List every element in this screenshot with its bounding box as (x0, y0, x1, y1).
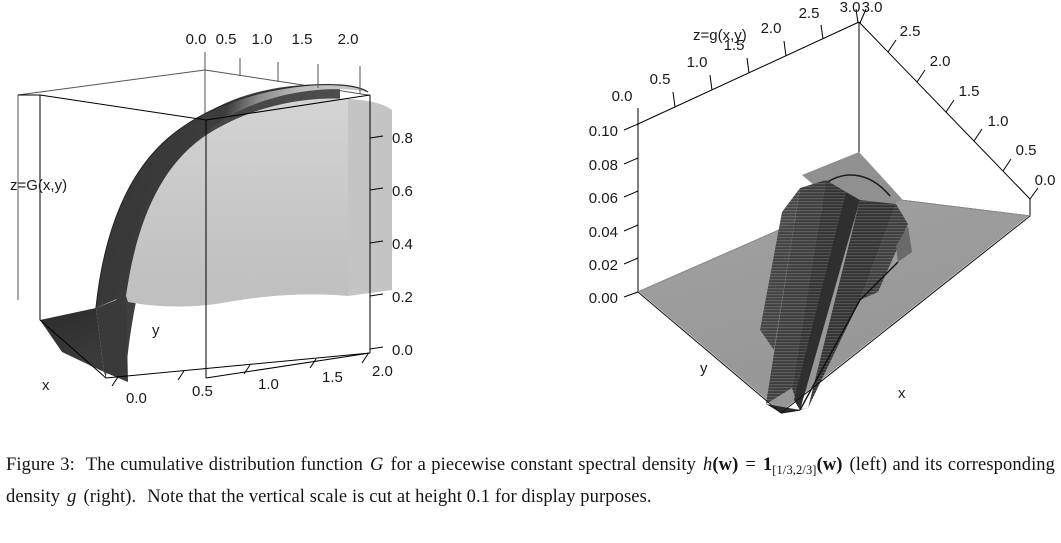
left-plot-svg: 0.0 0.5 1.0 1.5 2.0 0.8 0.6 0.4 0.2 0.0 (10, 31, 413, 407)
left-x-tick-4: 2.0 (372, 363, 393, 380)
right-x-tick-2: 1.0 (988, 113, 1009, 130)
right-x-axis-title: x (898, 385, 906, 402)
right-y-axis-title: y (700, 360, 708, 377)
right-y-tick-3: 1.5 (724, 37, 745, 54)
left-y-axis: 0.0 0.5 1.0 1.5 2.0 (186, 31, 361, 94)
caption-indicator-subscript: [1/3,2/3] (772, 462, 817, 477)
right-z-axis-title: z=g(x,y) (693, 27, 747, 44)
left-y-tick-4: 2.0 (338, 31, 359, 48)
caption-sentence-3: (left) and its corresponding density (6, 455, 1056, 507)
right-y-tick-5: 2.5 (799, 5, 820, 22)
right-x-tick-1: 0.5 (1016, 142, 1037, 159)
right-x-tick-6: 3.0 (862, 0, 883, 16)
left-z-axis: 0.8 0.6 0.4 0.2 0.0 (369, 130, 413, 359)
caption-symbol-G: G (370, 455, 384, 475)
right-x-tick-3: 1.5 (959, 83, 980, 100)
right-x-tick-4: 2.0 (930, 53, 951, 70)
caption-sentence-1: The cumulative distribution function (85, 455, 363, 475)
caption-figure-label: Figure 3: (6, 455, 75, 475)
left-x-tick-3: 1.5 (322, 369, 343, 386)
left-z-tick-3: 0.6 (392, 183, 413, 200)
right-z-tick-5: 0.10 (589, 123, 618, 140)
left-y-tick-1: 0.5 (216, 31, 237, 48)
left-y-tick-3: 1.5 (292, 31, 313, 48)
left-z-tick-1: 0.2 (392, 289, 413, 306)
right-x-tick-0: 0.0 (1035, 172, 1056, 189)
right-y-tick-4: 2.0 (761, 20, 782, 37)
plot-left-cdf: 0.0 0.5 1.0 1.5 2.0 0.8 0.6 0.4 0.2 0.0 (0, 0, 560, 440)
right-z-tick-0: 0.00 (589, 290, 618, 307)
caption-symbol-g: g (67, 486, 77, 507)
left-x-axis: 0.0 0.5 1.0 1.5 2.0 (111, 353, 393, 407)
left-x-tick-0: 0.0 (126, 390, 147, 407)
right-density-ridge (760, 152, 912, 414)
left-z-tick-0: 0.0 (392, 342, 413, 359)
left-cdf-surface (40, 83, 392, 382)
left-y-tick-2: 1.0 (252, 31, 273, 48)
right-x-tick-5: 2.5 (900, 23, 921, 40)
right-y-tick-2: 1.0 (687, 54, 708, 71)
right-x-axis: 3.0 2.5 2.0 1.5 1.0 0.5 0.0 (859, 0, 1056, 200)
caption-arg-w-2: (w) (816, 455, 843, 475)
left-z-tick-4: 0.8 (392, 130, 413, 147)
right-plot-svg: 0.0 0.5 1.0 1.5 2.0 2.5 3.0 3.0 2.5 2.0 (589, 0, 1056, 414)
caption-sentence-5: Note that the vertical scale is cut at h… (147, 486, 652, 507)
left-x-tick-1: 0.5 (192, 383, 213, 400)
caption-sentence-2: for a piecewise constant spectral densit… (390, 455, 697, 475)
caption-sentence-4: (right). (83, 486, 137, 507)
left-box-front-edges (18, 94, 371, 379)
caption-arg-w-1: (w) (712, 455, 739, 475)
left-y-axis-title: y (152, 322, 160, 339)
right-floor-front-edges (637, 215, 1031, 414)
left-x-axis-title: x (42, 377, 50, 394)
left-z-tick-2: 0.4 (392, 236, 413, 253)
left-x-tick-2: 1.0 (258, 376, 279, 393)
right-z-tick-1: 0.02 (589, 257, 618, 274)
left-y-tick-0: 0.0 (186, 31, 207, 48)
right-y-axis: 0.0 0.5 1.0 1.5 2.0 2.5 3.0 (612, 0, 861, 124)
right-z-tick-3: 0.06 (589, 190, 618, 207)
right-y-tick-6: 3.0 (840, 0, 861, 16)
plot-right-density: 0.0 0.5 1.0 1.5 2.0 2.5 3.0 3.0 2.5 2.0 (560, 0, 1061, 440)
right-z-axis: 0.10 0.08 0.06 0.04 0.02 0.00 (589, 123, 639, 307)
right-z-tick-2: 0.04 (589, 224, 618, 241)
figure-caption: Figure 3: The cumulative distribution fun… (6, 452, 1055, 511)
left-z-axis-title: z=G(x,y) (10, 177, 67, 194)
right-y-tick-1: 0.5 (650, 71, 671, 88)
caption-symbol-h: h (703, 455, 713, 475)
caption-equals: = (745, 455, 756, 475)
caption-indicator-one: 1 (762, 455, 773, 475)
right-y-tick-0: 0.0 (612, 88, 633, 105)
right-z-tick-4: 0.08 (589, 157, 618, 174)
